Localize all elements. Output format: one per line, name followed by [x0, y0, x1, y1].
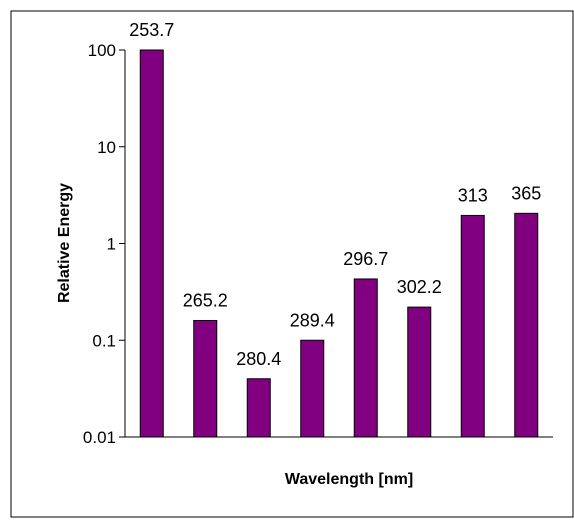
bar-265.2: [193, 320, 218, 438]
data-label-265.2: 265.2: [183, 291, 228, 311]
bar-296.7: [353, 278, 378, 438]
data-label-296.7: 296.7: [343, 249, 388, 269]
y-tick-label: 1: [107, 235, 116, 254]
y-axis-title: Relative Energy: [56, 183, 73, 303]
data-label-280.4: 280.4: [236, 349, 281, 369]
bar-313: [460, 214, 485, 438]
bar-289.4: [300, 339, 325, 438]
bar-253.7: [139, 49, 164, 438]
bar-280.4: [246, 378, 271, 438]
y-tick-label: 0.01: [83, 428, 116, 447]
data-labels-group: 253.7 265.2 280.4 289.4 296.7 302.2 313 365: [129, 20, 541, 369]
data-label-253.7: 253.7: [129, 20, 174, 40]
y-tick-label: 0.1: [92, 331, 116, 350]
x-axis-title: Wavelength [nm]: [285, 471, 413, 488]
y-tick-label: 10: [97, 138, 116, 157]
bar-302.2: [407, 306, 432, 438]
data-label-313: 313: [458, 185, 488, 205]
bars-group: [139, 49, 539, 438]
y-tick-label: 100: [88, 41, 116, 60]
data-label-289.4: 289.4: [290, 310, 335, 330]
bar-365: [514, 212, 539, 438]
y-axis-ticks: 100 10 1 0.1 0.01: [83, 41, 125, 447]
data-label-365: 365: [511, 183, 541, 203]
data-label-302.2: 302.2: [397, 277, 442, 297]
